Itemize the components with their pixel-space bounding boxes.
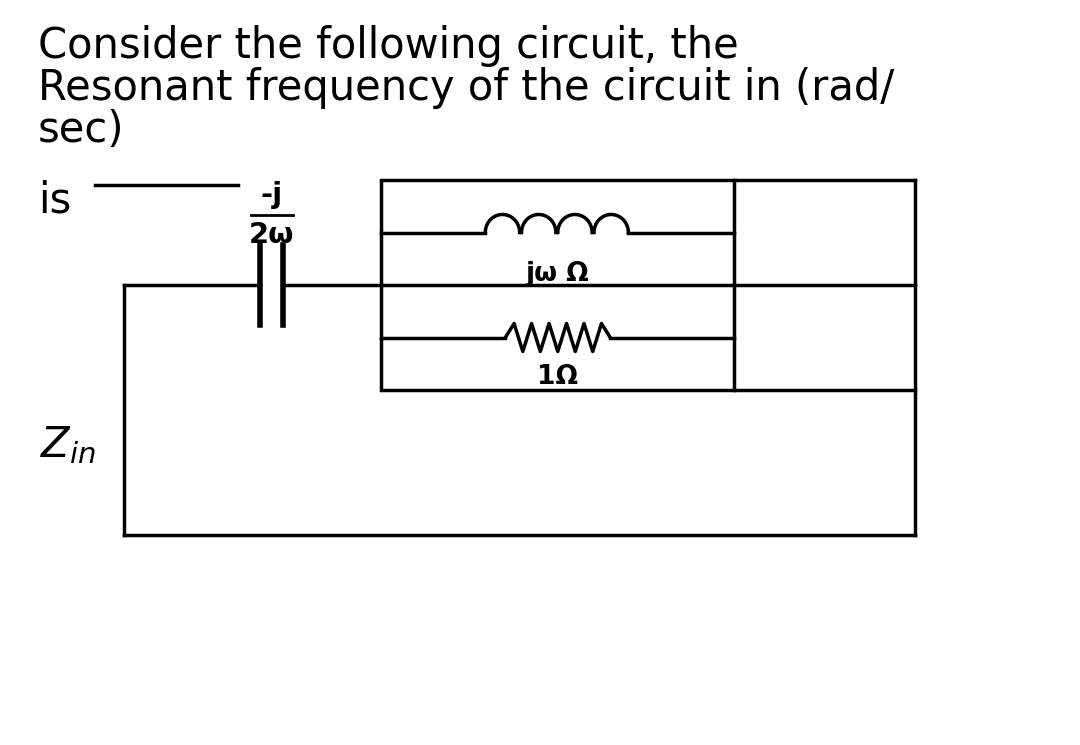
Bar [381, 180, 734, 390]
Text: is: is [38, 179, 71, 221]
Text: Resonant frequency of the circuit in (rad/: Resonant frequency of the circuit in (ra… [38, 67, 894, 109]
Text: $Z_{in}$: $Z_{in}$ [40, 424, 96, 466]
Text: 1Ω: 1Ω [537, 364, 578, 390]
Text: -j: -j [260, 181, 283, 209]
Text: Consider the following circuit, the: Consider the following circuit, the [38, 25, 739, 67]
Text: jω Ω: jω Ω [526, 261, 590, 287]
Text: 2ω: 2ω [249, 221, 295, 249]
Text: sec): sec) [38, 109, 124, 151]
